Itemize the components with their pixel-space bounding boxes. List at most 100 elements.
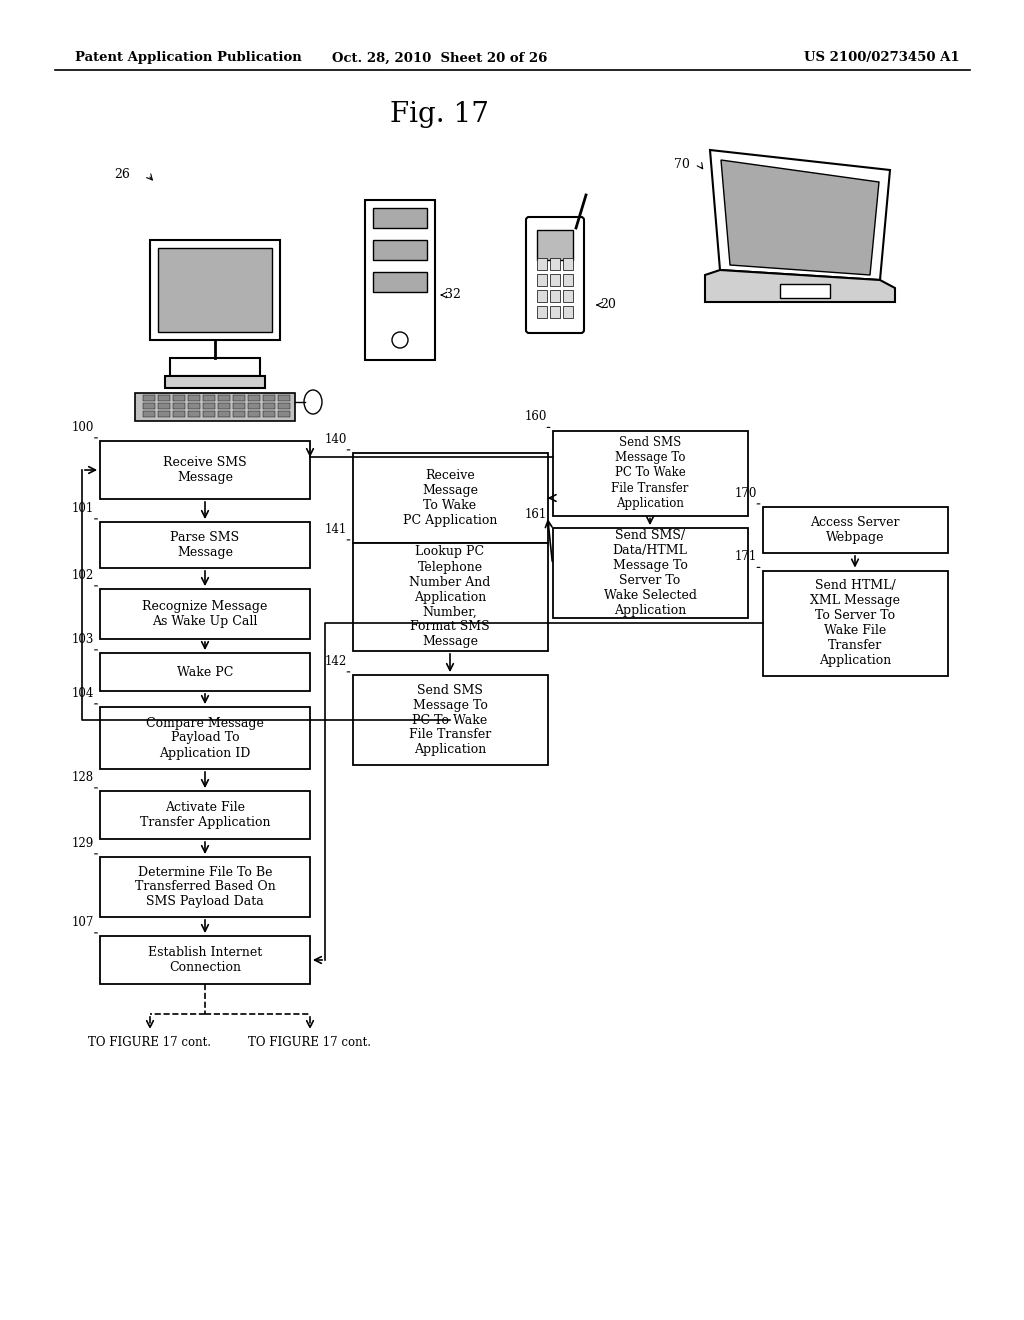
FancyBboxPatch shape: [143, 411, 155, 417]
FancyBboxPatch shape: [373, 272, 427, 292]
FancyBboxPatch shape: [563, 290, 573, 302]
Text: Lookup PC
Telephone
Number And
Application
Number,
Format SMS
Message: Lookup PC Telephone Number And Applicati…: [410, 545, 490, 648]
FancyBboxPatch shape: [278, 395, 290, 401]
FancyBboxPatch shape: [780, 284, 830, 298]
Text: Fig. 17: Fig. 17: [390, 102, 489, 128]
FancyBboxPatch shape: [550, 290, 560, 302]
Polygon shape: [721, 160, 879, 275]
Text: 129: 129: [72, 837, 94, 850]
FancyBboxPatch shape: [135, 393, 295, 421]
Text: 20: 20: [600, 298, 615, 312]
FancyBboxPatch shape: [165, 376, 265, 388]
FancyBboxPatch shape: [373, 240, 427, 260]
FancyBboxPatch shape: [248, 403, 260, 409]
Text: Access Server
Webpage: Access Server Webpage: [810, 516, 900, 544]
FancyBboxPatch shape: [143, 403, 155, 409]
FancyBboxPatch shape: [563, 306, 573, 318]
FancyBboxPatch shape: [537, 275, 547, 286]
Text: Send SMS
Message To
PC To Wake
File Transfer
Application: Send SMS Message To PC To Wake File Tran…: [611, 437, 689, 510]
Text: Determine File To Be
Transferred Based On
SMS Payload Data: Determine File To Be Transferred Based O…: [134, 866, 275, 908]
FancyBboxPatch shape: [100, 936, 310, 983]
FancyBboxPatch shape: [218, 403, 230, 409]
FancyBboxPatch shape: [150, 240, 280, 341]
FancyBboxPatch shape: [173, 411, 185, 417]
FancyBboxPatch shape: [263, 395, 275, 401]
FancyBboxPatch shape: [100, 441, 310, 499]
FancyBboxPatch shape: [537, 257, 547, 271]
Text: 160: 160: [524, 411, 547, 424]
FancyBboxPatch shape: [278, 411, 290, 417]
Text: 103: 103: [72, 634, 94, 645]
FancyBboxPatch shape: [763, 507, 947, 553]
FancyBboxPatch shape: [158, 248, 272, 333]
FancyBboxPatch shape: [352, 675, 548, 766]
FancyBboxPatch shape: [537, 230, 573, 260]
Text: 128: 128: [72, 771, 94, 784]
Text: 101: 101: [72, 502, 94, 515]
FancyBboxPatch shape: [100, 653, 310, 690]
FancyBboxPatch shape: [563, 257, 573, 271]
FancyBboxPatch shape: [188, 411, 200, 417]
Text: TO FIGURE 17 cont.: TO FIGURE 17 cont.: [88, 1036, 212, 1049]
FancyBboxPatch shape: [550, 257, 560, 271]
FancyBboxPatch shape: [218, 411, 230, 417]
FancyBboxPatch shape: [352, 543, 548, 651]
Text: Recognize Message
As Wake Up Call: Recognize Message As Wake Up Call: [142, 601, 267, 628]
FancyBboxPatch shape: [170, 358, 260, 376]
Text: US 2100/0273450 A1: US 2100/0273450 A1: [805, 51, 961, 65]
Ellipse shape: [304, 389, 322, 414]
FancyBboxPatch shape: [352, 453, 548, 543]
FancyBboxPatch shape: [550, 275, 560, 286]
FancyBboxPatch shape: [763, 570, 947, 676]
Text: Send SMS
Message To
PC To Wake
File Transfer
Application: Send SMS Message To PC To Wake File Tran…: [409, 684, 492, 756]
Text: Send SMS/
Data/HTML
Message To
Server To
Wake Selected
Application: Send SMS/ Data/HTML Message To Server To…: [603, 529, 696, 616]
FancyBboxPatch shape: [158, 403, 170, 409]
FancyBboxPatch shape: [233, 411, 245, 417]
Text: 100: 100: [72, 421, 94, 434]
Text: 161: 161: [524, 508, 547, 521]
Text: TO FIGURE 17 cont.: TO FIGURE 17 cont.: [249, 1036, 372, 1049]
FancyBboxPatch shape: [373, 209, 427, 228]
FancyBboxPatch shape: [100, 791, 310, 840]
Text: Oct. 28, 2010  Sheet 20 of 26: Oct. 28, 2010 Sheet 20 of 26: [333, 51, 548, 65]
Text: Receive SMS
Message: Receive SMS Message: [163, 455, 247, 484]
FancyBboxPatch shape: [537, 290, 547, 302]
FancyBboxPatch shape: [218, 395, 230, 401]
FancyBboxPatch shape: [203, 403, 215, 409]
FancyBboxPatch shape: [553, 430, 748, 516]
Text: 102: 102: [72, 569, 94, 582]
FancyBboxPatch shape: [263, 411, 275, 417]
FancyBboxPatch shape: [233, 395, 245, 401]
FancyBboxPatch shape: [563, 275, 573, 286]
Text: 26: 26: [114, 169, 130, 181]
FancyBboxPatch shape: [158, 395, 170, 401]
FancyBboxPatch shape: [203, 395, 215, 401]
FancyBboxPatch shape: [173, 403, 185, 409]
Text: 107: 107: [72, 916, 94, 929]
FancyBboxPatch shape: [278, 403, 290, 409]
Text: Receive
Message
To Wake
PC Application: Receive Message To Wake PC Application: [402, 469, 498, 527]
FancyBboxPatch shape: [188, 395, 200, 401]
Polygon shape: [705, 271, 895, 302]
Text: Send HTML/
XML Message
To Server To
Wake File
Transfer
Application: Send HTML/ XML Message To Server To Wake…: [810, 579, 900, 667]
FancyBboxPatch shape: [173, 395, 185, 401]
FancyBboxPatch shape: [203, 411, 215, 417]
Text: 70: 70: [674, 158, 690, 172]
FancyBboxPatch shape: [100, 589, 310, 639]
FancyBboxPatch shape: [263, 403, 275, 409]
FancyBboxPatch shape: [365, 201, 435, 360]
Text: Establish Internet
Connection: Establish Internet Connection: [147, 946, 262, 974]
FancyBboxPatch shape: [248, 395, 260, 401]
FancyBboxPatch shape: [233, 403, 245, 409]
Text: Wake PC: Wake PC: [177, 665, 233, 678]
FancyBboxPatch shape: [100, 857, 310, 917]
Text: 32: 32: [445, 289, 461, 301]
Text: 170: 170: [734, 487, 757, 500]
FancyBboxPatch shape: [550, 306, 560, 318]
Text: Compare Message
Payload To
Application ID: Compare Message Payload To Application I…: [146, 717, 264, 759]
Text: Activate File
Transfer Application: Activate File Transfer Application: [139, 801, 270, 829]
Text: Patent Application Publication: Patent Application Publication: [75, 51, 302, 65]
Text: 141: 141: [325, 523, 346, 536]
FancyBboxPatch shape: [188, 403, 200, 409]
Text: 171: 171: [734, 550, 757, 564]
